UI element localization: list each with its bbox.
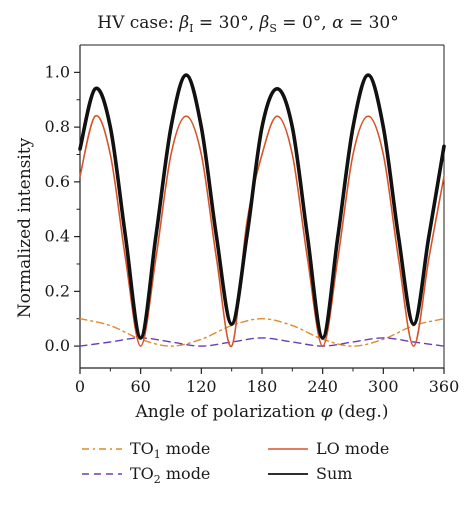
legend-label-lo: LO mode [316,439,389,458]
x-tick-label: 240 [307,377,338,396]
series-line-lo [79,114,445,347]
y-tick-label: 0.8 [45,117,70,136]
y-axis-label: Normalized intensity [15,137,35,318]
x-tick-label: 180 [247,377,278,396]
x-tick-label: 360 [429,377,460,396]
chart-title: HV case: βI = 30°, βS = 0°, α = 30° [97,13,399,35]
legend-label-to2: TO2 mode [130,464,210,486]
x-axis-label: Angle of polarization φ (deg.) [135,402,389,422]
series-line-to2 [79,337,445,347]
y-tick-label: 0.6 [45,172,70,191]
x-axis-ticks: 0 60 120 180 240 300 360 [75,368,459,396]
x-tick-label: 120 [186,377,217,396]
y-axis-ticks: 0.0 0.2 0.4 0.6 0.8 1.0 [45,62,80,355]
series-layer [78,73,446,347]
x-tick-label: 300 [368,377,399,396]
x-tick-label: 0 [75,377,85,396]
x-tick-label: 60 [130,377,150,396]
y-tick-label: 0.0 [45,336,70,355]
legend-label-sum: Sum [316,464,352,483]
series-line-sum [78,73,446,340]
legend-label-to1: TO1 mode [130,439,210,461]
y-tick-label: 0.4 [45,227,70,246]
legend: TO1 mode TO2 mode LO mode Sum [82,439,389,486]
y-tick-label: 1.0 [45,62,70,81]
y-tick-label: 0.2 [45,281,70,300]
